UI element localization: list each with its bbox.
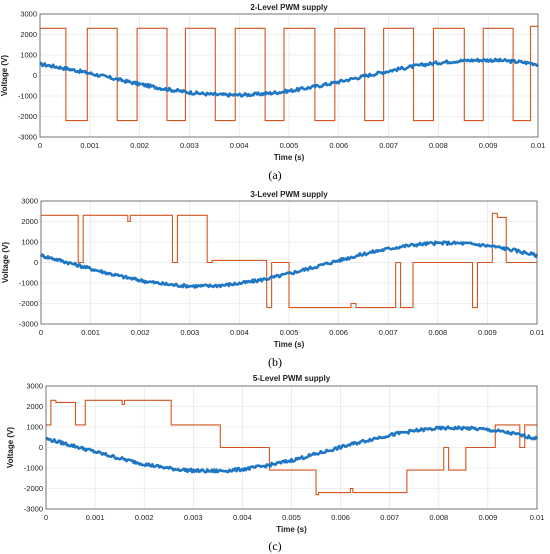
x-tick-label: 0 [44, 513, 48, 522]
sine-voltage-line [45, 425, 539, 474]
panel-caption: (b) [268, 355, 282, 369]
y-tick-label: 0 [39, 443, 43, 452]
y-axis-label: Voltage (V) [6, 427, 15, 469]
sine-voltage-line [39, 240, 539, 289]
x-tick-label: 0.005 [282, 513, 301, 522]
panel-caption: (c) [268, 539, 281, 553]
x-tick-label: 0.006 [329, 141, 348, 150]
x-tick-label: 0.01 [530, 513, 545, 522]
x-tick-label: 0.004 [233, 513, 252, 522]
pwm-voltage-line [41, 212, 537, 309]
y-tick-label: -1000 [24, 464, 43, 473]
y-tick-label: 3000 [26, 382, 43, 391]
x-tick-label: 0 [39, 328, 43, 337]
y-tick-label: -2000 [24, 484, 43, 493]
x-axis-label: Time (s) [274, 153, 305, 162]
y-tick-label: 2000 [21, 217, 38, 226]
x-tick-label: 0.007 [379, 141, 398, 150]
y-tick-label: 0 [33, 71, 37, 80]
y-axis-label: Voltage (V) [0, 55, 9, 97]
y-tick-label: 1000 [26, 423, 43, 432]
y-tick-label: -2000 [18, 112, 37, 121]
x-tick-label: 0.001 [86, 513, 105, 522]
y-tick-label: 2000 [20, 30, 37, 39]
y-tick-label: -2000 [19, 299, 38, 308]
x-tick-label: 0.001 [80, 141, 99, 150]
x-tick-label: 0.009 [478, 328, 497, 337]
axes-frame [40, 200, 538, 325]
x-tick-label: 0.01 [530, 328, 545, 337]
x-tick-label: 0.003 [180, 328, 199, 337]
chart-panel-1: 0 0.001 0.002 0.003 0.004 0.005 0.006 0.007 0.00… [0, 3, 545, 182]
x-tick-label: 0.007 [379, 328, 398, 337]
x-tick-label: 0.005 [280, 328, 299, 337]
y-tick-label: 0 [34, 258, 38, 267]
x-tick-label: 0.003 [184, 513, 203, 522]
y-tick-label: 2000 [26, 402, 43, 411]
x-tick-label: 0.002 [131, 328, 150, 337]
x-tick-label: 0.005 [280, 141, 299, 150]
x-tick-label: 0 [38, 141, 42, 150]
x-tick-label: 0.009 [479, 513, 498, 522]
y-tick-label: 3000 [20, 10, 37, 19]
x-axis-label: Time (s) [274, 340, 305, 349]
y-tick-label: -3000 [19, 320, 38, 329]
pwm-voltage-line [46, 399, 537, 496]
x-tick-label: 0.008 [429, 141, 448, 150]
x-tick-label: 0.007 [380, 513, 399, 522]
y-tick-label: 1000 [20, 51, 37, 60]
x-tick-label: 0.003 [180, 141, 199, 150]
y-axis-label: Voltage (V) [1, 242, 10, 284]
x-tick-label: 0.006 [329, 328, 348, 337]
x-tick-label: 0.004 [230, 141, 249, 150]
pwm-voltage-line [40, 25, 538, 122]
y-tick-label: -1000 [18, 92, 37, 101]
x-tick-label: 0.002 [135, 513, 154, 522]
y-tick-label: 1000 [21, 238, 38, 247]
x-tick-label: 0.008 [429, 513, 448, 522]
x-tick-label: 0.009 [479, 141, 498, 150]
x-axis-label: Time (s) [276, 525, 307, 534]
x-tick-label: 0.002 [130, 141, 149, 150]
panel-caption: (a) [268, 168, 281, 182]
x-tick-label: 0.01 [531, 141, 546, 150]
y-tick-label: -1000 [19, 279, 38, 288]
x-tick-label: 0.004 [230, 328, 249, 337]
chart-panel-2: 0 0.001 0.002 0.003 0.004 0.005 0.006 0.007 0.00… [1, 190, 544, 369]
y-tick-label: 3000 [21, 197, 38, 206]
chart-title: 2-Level PWM supply [250, 3, 328, 12]
y-tick-label: -3000 [18, 133, 37, 142]
axes-frame [39, 13, 539, 138]
axes-frame [45, 385, 538, 510]
x-tick-label: 0.001 [81, 328, 100, 337]
chart-title: 3-Level PWM supply [250, 190, 328, 199]
chart-panel-3: 0 0.001 0.002 0.003 0.004 0.005 0.006 0.007 0.00… [6, 374, 544, 553]
x-tick-label: 0.006 [331, 513, 350, 522]
sine-voltage-line [39, 57, 539, 98]
y-tick-label: -3000 [24, 505, 43, 514]
x-tick-label: 0.008 [428, 328, 447, 337]
chart-title: 5-Level PWM supply [253, 374, 331, 383]
